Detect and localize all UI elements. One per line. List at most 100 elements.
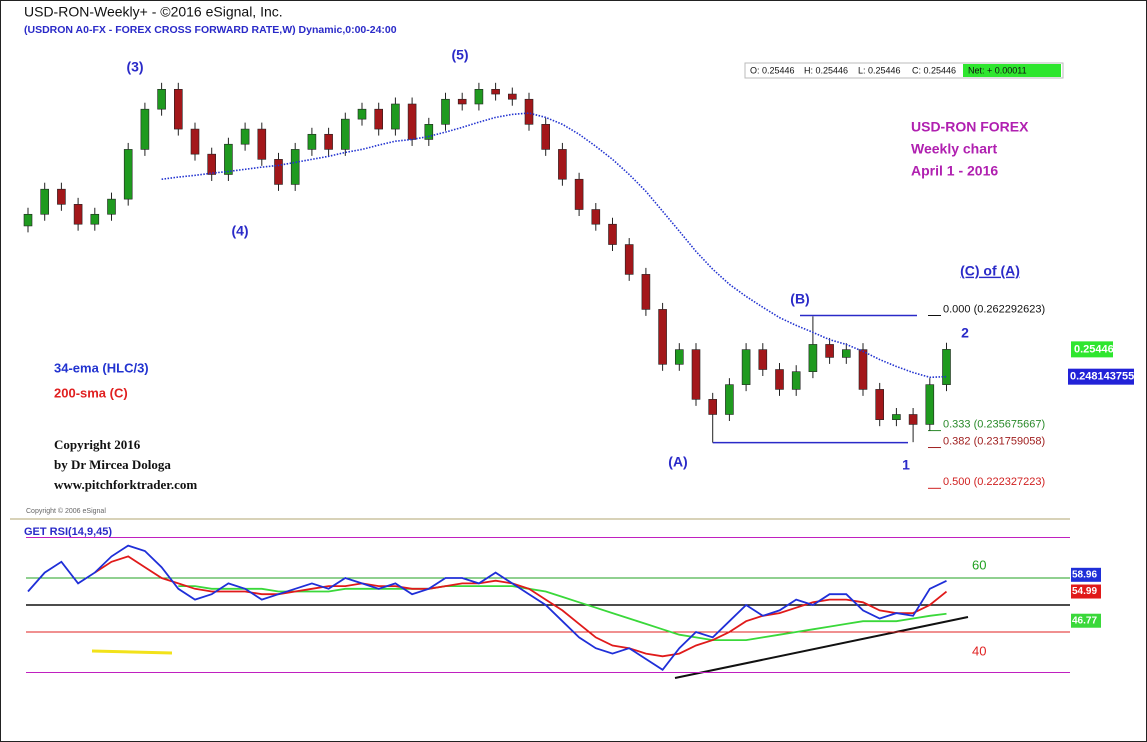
candle-body — [123, 149, 133, 200]
candle-body — [391, 103, 400, 130]
rsi-tick-label: 40 — [972, 643, 986, 658]
candle-body — [491, 88, 500, 95]
candle-body — [674, 349, 684, 365]
candle-body — [324, 133, 333, 150]
candle-body — [474, 88, 484, 105]
candle-body — [357, 108, 367, 120]
rsi-value-label: 58.96 — [1072, 569, 1097, 580]
candle-body — [374, 108, 384, 130]
candle-body — [340, 118, 350, 150]
fib-label: 0.500 (0.222327223) — [943, 476, 1045, 488]
price-box — [1071, 341, 1113, 358]
ema-box — [1068, 368, 1134, 385]
quote-text: C: 0.25446 — [912, 65, 956, 75]
net-text: Net: + 0.00011 — [968, 65, 1027, 75]
rsi-value-box — [1071, 613, 1101, 628]
candle-body — [90, 213, 100, 225]
candle-body — [407, 103, 417, 140]
candle-body — [591, 209, 601, 225]
candle-body — [224, 143, 233, 175]
series-line — [27, 544, 947, 672]
candle-body — [307, 133, 317, 150]
candle-body — [57, 188, 66, 205]
candle-body — [892, 414, 901, 420]
series-line — [178, 585, 947, 641]
caption: Weekly chart — [911, 141, 997, 157]
candle-body — [875, 389, 885, 420]
candle-body — [290, 149, 300, 185]
candle-body — [658, 309, 667, 365]
candle-body — [741, 349, 751, 385]
wave-label: (5) — [451, 47, 468, 63]
caption: April 1 - 2016 — [911, 163, 998, 179]
rsi-title: GET RSI(14,9,45) — [24, 526, 112, 538]
candle-body — [541, 124, 551, 150]
candle-body — [157, 88, 166, 110]
copyright: Copyright 2016 — [54, 437, 141, 452]
legend-sma: 200-sma (C) — [54, 385, 128, 400]
wave-label: (4) — [231, 223, 248, 239]
candle-body — [908, 414, 918, 425]
candle-body — [174, 88, 183, 130]
fib-label: 0.382 (0.231759058) — [943, 435, 1045, 447]
wave-label: (B) — [790, 291, 809, 307]
candle-body — [641, 274, 651, 310]
quote-text: L: 0.25446 — [858, 65, 901, 75]
rsi-tick-label: 60 — [972, 557, 986, 572]
rsi-value-box — [1071, 567, 1101, 582]
last-price: 0.25446 — [1074, 343, 1114, 355]
wave-label: 2 — [961, 325, 969, 341]
candle-body — [40, 188, 50, 215]
net-box — [963, 64, 1061, 77]
caption: USD-RON FOREX — [911, 119, 1029, 135]
footer: Copyright © 2006 eSignal — [26, 507, 106, 515]
candle-body — [190, 128, 200, 155]
candle-body — [207, 153, 216, 175]
highlight-stroke — [91, 649, 173, 655]
chart-title: USD-RON-Weekly+ - ©2016 eSignal, Inc. — [24, 4, 283, 20]
candle-body — [424, 124, 434, 140]
candle-body — [691, 349, 701, 400]
candle-body — [574, 178, 584, 210]
ema-price: 0.248143755 — [1070, 371, 1134, 383]
rsi-value-label: 54.99 — [1072, 586, 1097, 597]
candle-body — [608, 223, 617, 245]
series-line — [94, 555, 948, 658]
wave-label: 1 — [902, 457, 910, 473]
candle-body — [23, 213, 33, 227]
candle-body — [274, 159, 283, 185]
quote-text: O: 0.25446 — [750, 65, 795, 75]
rsi-trendline — [674, 616, 969, 679]
candle-body — [73, 204, 83, 225]
candle-body — [441, 98, 450, 125]
candle-body — [107, 198, 116, 215]
candle-body — [624, 244, 634, 275]
rsi-value-box — [1071, 584, 1101, 599]
wave-label: (A) — [668, 454, 687, 470]
candle-body — [841, 349, 851, 358]
fib-label: 0.333 (0.235675667) — [943, 418, 1045, 430]
legend-ema: 34-ema (HLC/3) — [54, 360, 149, 375]
candle-body — [791, 371, 801, 390]
candle-body — [240, 128, 250, 145]
candle-body — [925, 384, 935, 425]
candle-body — [808, 344, 818, 372]
rsi-value-label: 46.77 — [1072, 615, 1097, 626]
candle-body — [524, 98, 534, 125]
candle-body — [758, 349, 768, 370]
quote-text: H: 0.25446 — [804, 65, 848, 75]
candle-body — [708, 399, 718, 415]
candle-body — [942, 349, 951, 385]
candle-body — [140, 108, 150, 150]
copyright: www.pitchforktrader.com — [54, 477, 197, 492]
copyright: by Dr Mircea Dologa — [54, 457, 171, 472]
candle-body — [257, 128, 267, 160]
candle-body — [558, 149, 567, 180]
candle-body — [457, 98, 467, 105]
wave-label: (C) of (A) — [960, 263, 1020, 279]
candle-body — [725, 384, 734, 415]
chart-subtitle: (USDRON A0-FX - FOREX CROSS FORWARD RATE… — [24, 24, 397, 36]
series-line — [161, 112, 947, 379]
